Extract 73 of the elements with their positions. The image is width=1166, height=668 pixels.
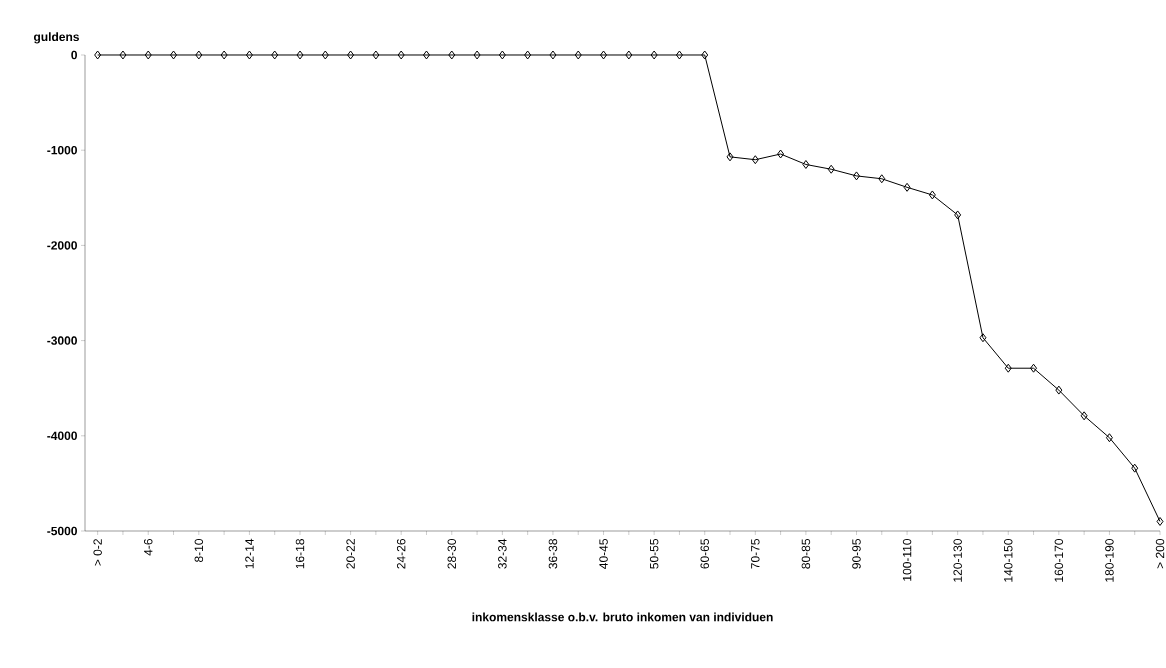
- x-tick-label: 50-55: [649, 539, 659, 569]
- point: [650, 50, 658, 60]
- point: [498, 50, 506, 60]
- x-tick-label: 16-18: [295, 539, 305, 569]
- point: [625, 50, 633, 60]
- x-tick-label: 36-38: [548, 539, 558, 569]
- y-tick-label: -2000: [47, 241, 77, 250]
- x-tick-label: 20-22: [346, 539, 355, 569]
- point: [1030, 363, 1038, 373]
- x-tick-label: 12-14: [245, 538, 254, 569]
- point: [524, 50, 532, 60]
- point: [1131, 463, 1139, 473]
- point: [600, 50, 608, 60]
- point: [448, 50, 456, 60]
- point: [979, 333, 987, 343]
- point: [903, 182, 911, 192]
- x-tick-label: 90-95: [852, 539, 861, 569]
- point: [271, 50, 279, 60]
- x-tick-label: 160-170: [1054, 539, 1064, 582]
- point: [574, 50, 582, 60]
- point: [372, 50, 380, 60]
- x-tick-label: 180-190: [1105, 539, 1114, 582]
- point: [827, 164, 835, 174]
- y-tick-label: -4000: [47, 431, 77, 441]
- point: [422, 50, 430, 60]
- y-axis-title: guldens: [33, 32, 79, 44]
- x-tick-label: 140-150: [1004, 539, 1013, 582]
- y-tick-label: -1000: [47, 145, 77, 155]
- point: [1105, 433, 1113, 443]
- point: [397, 50, 405, 60]
- x-tick-label: > 200: [1155, 539, 1165, 569]
- point: [853, 171, 860, 181]
- point: [751, 155, 759, 165]
- x-axis-title: inkomensklasse o.b.v. bruto inkomen van individuen: [472, 612, 773, 622]
- point: [347, 50, 355, 60]
- x-tick-label: 100-110: [902, 539, 912, 581]
- point: [296, 50, 304, 60]
- point: [1055, 385, 1063, 395]
- x-tick-label: 70-75: [751, 539, 760, 569]
- point: [245, 50, 253, 60]
- x-tick-label: 32-34: [498, 538, 507, 569]
- y-tick-label: 0: [71, 50, 77, 60]
- point: [878, 174, 886, 184]
- y-tick-label: -3000: [47, 336, 77, 345]
- point: [1080, 411, 1088, 421]
- x-tick-label: 80-85: [801, 539, 811, 569]
- x-tick-label: 40-45: [599, 539, 608, 569]
- point: [777, 149, 785, 159]
- point: [675, 50, 683, 60]
- point: [1004, 363, 1012, 373]
- x-tick-label: 120-130: [953, 539, 962, 582]
- point: [321, 50, 329, 60]
- x-tick-label: 4-6: [143, 539, 153, 556]
- point: [954, 210, 962, 220]
- point: [726, 152, 734, 162]
- point: [473, 50, 481, 60]
- point: [94, 50, 102, 60]
- point: [220, 50, 228, 60]
- y-tick-label: -5000: [47, 526, 77, 536]
- point: [170, 50, 178, 60]
- x-tick-label: 60-65: [700, 539, 709, 569]
- point: [144, 50, 152, 60]
- x-tick-label: 24-26: [396, 539, 406, 569]
- point: [802, 159, 810, 169]
- x-tick-label: > 0-2: [93, 539, 102, 566]
- x-tick-label: 8-10: [194, 538, 204, 563]
- point: [1156, 516, 1164, 526]
- point: [701, 50, 709, 60]
- point: [928, 190, 936, 200]
- x-tick-label: 28-30: [447, 539, 457, 569]
- point: [195, 50, 203, 60]
- point: [549, 50, 557, 60]
- point: [119, 50, 127, 60]
